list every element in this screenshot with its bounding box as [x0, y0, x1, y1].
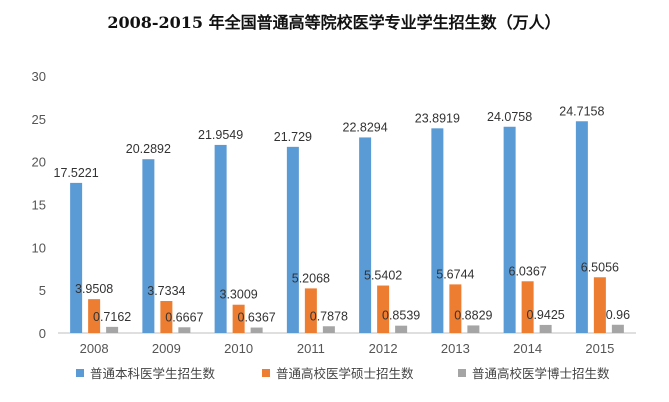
- data-label: 0.7162: [93, 310, 131, 324]
- bar: [431, 128, 444, 333]
- data-labels-group: 17.5221 20.2892 21.9549 21.729 22.8294 23.891…: [54, 104, 631, 324]
- legend: 普通本科医学生招生数 普通高校医学硕士招生数 普通高校医学博士招生数: [76, 366, 610, 381]
- bar: [232, 304, 245, 333]
- bar: [611, 324, 624, 333]
- bar: [106, 326, 119, 333]
- bar: [322, 326, 335, 333]
- data-label: 20.2892: [126, 142, 171, 156]
- x-tick-label: 2014: [513, 341, 542, 356]
- bar: [160, 301, 173, 333]
- legend-label: 普通高校医学硕士招生数: [276, 366, 414, 381]
- bar: [142, 159, 155, 333]
- bar: [70, 182, 83, 333]
- bar: [467, 325, 480, 333]
- chart-title: 2008-2015 年全国普通高等院校医学专业学生招生数（万人）: [107, 13, 560, 32]
- y-tick-label: 0: [39, 326, 46, 341]
- y-tick-label: 30: [32, 69, 46, 84]
- data-label: 5.5402: [364, 269, 402, 283]
- data-label: 23.8919: [415, 111, 460, 125]
- data-label: 24.7158: [559, 104, 604, 118]
- y-tick-label: 5: [39, 283, 46, 298]
- data-label: 0.8539: [382, 309, 420, 323]
- x-tick-label: 2008: [80, 341, 109, 356]
- bar: [304, 288, 317, 333]
- y-tick-label: 25: [32, 112, 46, 127]
- bar: [395, 325, 408, 333]
- data-label: 5.6744: [436, 267, 474, 281]
- bar: [575, 121, 588, 334]
- data-label: 3.9508: [75, 282, 113, 296]
- legend-swatch: [458, 369, 466, 377]
- legend-swatch: [262, 369, 270, 377]
- data-label: 6.0367: [509, 264, 547, 278]
- bar: [539, 324, 552, 333]
- bar: [449, 284, 462, 333]
- bar: [359, 137, 372, 333]
- data-label: 5.2068: [292, 271, 330, 285]
- data-label: 21.9549: [198, 128, 243, 142]
- x-tick-label: 2015: [585, 341, 614, 356]
- data-label: 0.6367: [238, 311, 276, 325]
- data-label: 0.7878: [310, 309, 348, 323]
- data-label: 0.6667: [165, 310, 203, 324]
- x-tick-label: 2009: [152, 341, 181, 356]
- x-tick-label: 2012: [369, 341, 398, 356]
- data-label: 0.9425: [527, 308, 565, 322]
- bar: [250, 327, 263, 333]
- data-label: 17.5221: [54, 166, 99, 180]
- bar: [503, 126, 516, 334]
- bars-group: [70, 121, 624, 334]
- data-label: 6.5056: [581, 260, 619, 274]
- bar: [377, 285, 390, 333]
- bar: [593, 277, 606, 333]
- legend-swatch: [76, 369, 84, 377]
- data-label: 21.729: [274, 130, 312, 144]
- bar: [286, 146, 299, 333]
- data-label: 0.96: [606, 308, 630, 322]
- bar: [214, 144, 227, 333]
- data-label: 0.8829: [454, 308, 492, 322]
- data-label: 22.8294: [343, 120, 388, 134]
- data-label: 3.3009: [220, 288, 258, 302]
- bar: [88, 299, 101, 333]
- bar: [521, 281, 534, 333]
- data-label: 24.0758: [487, 110, 532, 124]
- legend-label: 普通高校医学博士招生数: [472, 366, 610, 381]
- y-tick-label: 10: [32, 240, 46, 255]
- y-tick-label: 15: [32, 198, 46, 213]
- x-tick-label: 2010: [224, 341, 253, 356]
- legend-label: 普通本科医学生招生数: [90, 366, 216, 381]
- data-label: 3.7334: [147, 284, 185, 298]
- y-tick-label: 20: [32, 155, 46, 170]
- axes-group: 0 5 10 15 20 25 30 2008 2009 2010 2011 2012 2013 2014…: [32, 69, 636, 356]
- bar: [178, 327, 191, 333]
- x-tick-label: 2013: [441, 341, 470, 356]
- x-tick-label: 2011: [297, 341, 325, 356]
